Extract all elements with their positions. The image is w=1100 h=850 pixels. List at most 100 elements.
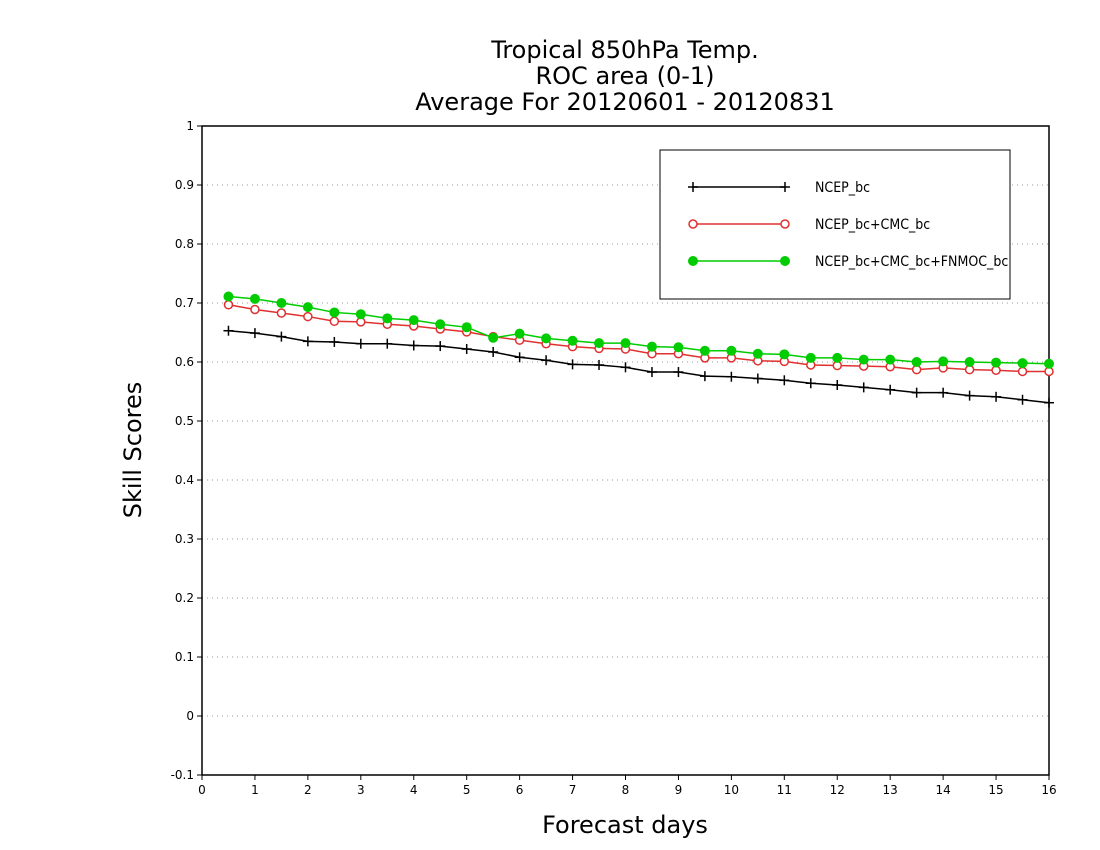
series-line bbox=[228, 329, 1050, 404]
data-point bbox=[541, 355, 552, 366]
y-tick-label: 0.3 bbox=[175, 532, 194, 546]
data-point bbox=[461, 344, 472, 355]
data-point bbox=[780, 182, 790, 192]
x-tick-label: 4 bbox=[410, 783, 418, 797]
data-point bbox=[514, 328, 525, 339]
y-axis-label: Skill Scores bbox=[119, 382, 147, 519]
data-point bbox=[885, 384, 896, 395]
y-tick-label: 0.2 bbox=[175, 591, 194, 605]
series-layer bbox=[223, 291, 1054, 408]
data-point bbox=[302, 336, 313, 347]
data-point bbox=[1044, 358, 1054, 369]
data-point bbox=[688, 219, 698, 229]
data-point bbox=[435, 319, 446, 330]
axis-ticks: -0.100.10.20.30.40.50.60.70.80.910 1 2 3 4 5 6… bbox=[171, 119, 1057, 797]
data-point bbox=[408, 340, 419, 351]
data-point bbox=[673, 367, 684, 378]
x-tick-label: 0 bbox=[198, 783, 206, 797]
data-point bbox=[752, 348, 763, 359]
data-point bbox=[805, 352, 816, 363]
data-point bbox=[911, 387, 922, 398]
data-point bbox=[250, 304, 260, 315]
series-NCEP_bc bbox=[223, 325, 1054, 408]
data-point bbox=[408, 315, 419, 326]
data-point bbox=[567, 335, 578, 346]
data-point bbox=[673, 342, 684, 353]
x-tick-label: 6 bbox=[516, 783, 524, 797]
data-point bbox=[329, 307, 340, 318]
y-tick-label: 0.6 bbox=[175, 355, 194, 369]
data-point bbox=[779, 375, 790, 386]
data-point bbox=[382, 338, 393, 349]
x-tick-label: 16 bbox=[1041, 783, 1056, 797]
legend: NCEP_bc NCEP_bc+CMC_bc NCEP_bc+CMC_bc+FNMO… bbox=[659, 149, 1011, 300]
y-tick-label: 0 bbox=[186, 709, 194, 723]
data-point bbox=[699, 345, 710, 356]
x-tick-label: 10 bbox=[724, 783, 739, 797]
x-tick-label: 8 bbox=[622, 783, 630, 797]
x-tick-label: 5 bbox=[463, 783, 471, 797]
data-point bbox=[726, 371, 737, 382]
data-point bbox=[461, 322, 472, 333]
x-axis-label: Forecast days bbox=[542, 811, 708, 839]
data-point bbox=[355, 338, 366, 349]
data-point bbox=[276, 298, 287, 308]
data-point bbox=[488, 332, 499, 343]
x-tick-label: 2 bbox=[304, 783, 312, 797]
data-point bbox=[382, 313, 393, 324]
data-point bbox=[594, 338, 605, 349]
legend-item: NCEP_bc bbox=[688, 180, 870, 196]
data-point bbox=[249, 328, 260, 339]
data-point bbox=[620, 338, 631, 349]
y-tick-label: 0.8 bbox=[175, 237, 194, 251]
data-point bbox=[832, 352, 843, 363]
data-point bbox=[1017, 366, 1028, 377]
data-point bbox=[488, 346, 499, 357]
x-tick-label: 14 bbox=[935, 783, 950, 797]
data-point bbox=[435, 341, 446, 352]
data-point bbox=[885, 354, 896, 365]
data-point bbox=[858, 382, 869, 393]
data-point bbox=[646, 341, 657, 352]
data-point bbox=[1044, 397, 1054, 408]
data-point bbox=[276, 331, 287, 342]
data-point bbox=[541, 333, 552, 344]
y-tick-label: 0.7 bbox=[175, 296, 194, 310]
data-point bbox=[805, 378, 816, 389]
data-point bbox=[991, 391, 1002, 402]
data-point bbox=[780, 219, 790, 229]
data-point bbox=[646, 367, 657, 378]
y-tick-label: 0.4 bbox=[175, 473, 194, 487]
data-point bbox=[858, 354, 869, 365]
data-point bbox=[594, 359, 605, 370]
x-tick-label: 1 bbox=[251, 783, 259, 797]
data-point bbox=[938, 356, 949, 367]
data-point bbox=[249, 293, 260, 304]
x-tick-label: 12 bbox=[830, 783, 845, 797]
data-point bbox=[938, 387, 949, 398]
data-point bbox=[964, 357, 975, 367]
data-point bbox=[779, 349, 790, 360]
series-line bbox=[228, 295, 1050, 365]
x-tick-label: 15 bbox=[988, 783, 1003, 797]
data-point bbox=[223, 325, 234, 336]
data-point bbox=[688, 256, 698, 266]
legend-label: NCEP_bc+CMC_bc+FNMOC_bc bbox=[815, 254, 1008, 270]
y-tick-label: 0.9 bbox=[175, 178, 194, 192]
chart-title-line-1: Tropical 850hPa Temp. bbox=[490, 36, 759, 64]
data-point bbox=[1017, 358, 1028, 369]
data-point bbox=[752, 373, 763, 384]
legend-item: NCEP_bc+CMC_bc+FNMOC_bc bbox=[688, 254, 1008, 270]
x-tick-label: 9 bbox=[675, 783, 683, 797]
data-point bbox=[964, 390, 975, 401]
data-point bbox=[302, 302, 313, 313]
data-point bbox=[699, 371, 710, 382]
data-point bbox=[329, 316, 340, 327]
data-point bbox=[223, 300, 234, 310]
y-tick-label: -0.1 bbox=[171, 768, 194, 782]
data-point bbox=[223, 291, 234, 302]
series-NCEP_bc+CMC_bc bbox=[223, 300, 1054, 377]
x-tick-label: 7 bbox=[569, 783, 577, 797]
data-point bbox=[329, 336, 340, 347]
x-tick-label: 13 bbox=[883, 783, 898, 797]
